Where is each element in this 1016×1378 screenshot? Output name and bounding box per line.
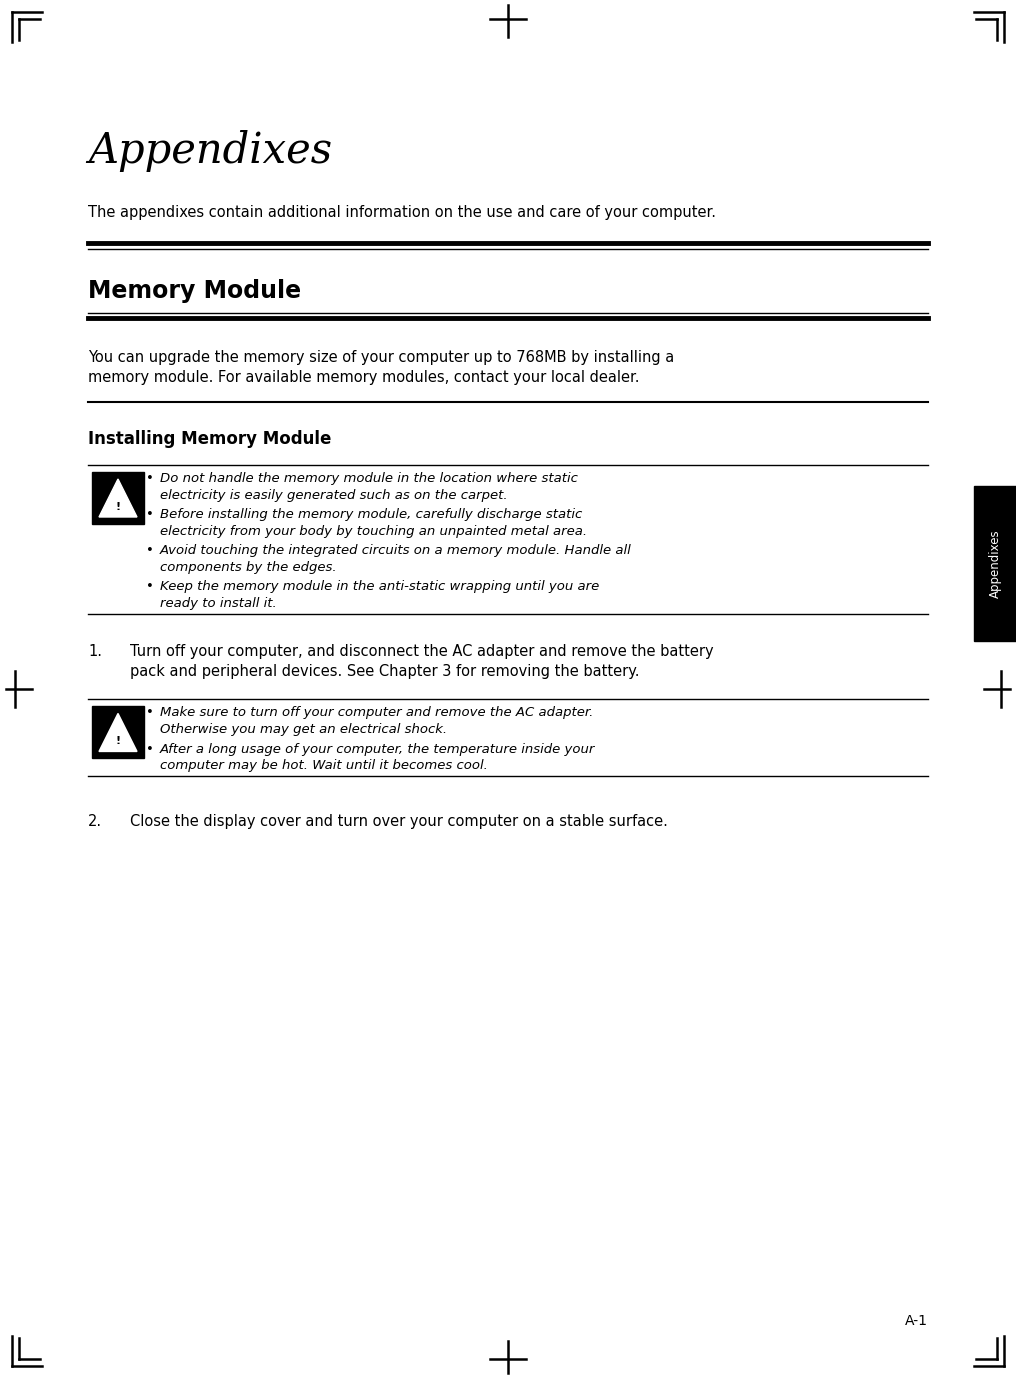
Text: Appendixes: Appendixes bbox=[989, 529, 1002, 598]
Text: !: ! bbox=[116, 502, 121, 511]
Text: •: • bbox=[145, 544, 152, 557]
Text: components by the edges.: components by the edges. bbox=[160, 561, 336, 575]
Text: The appendixes contain additional information on the use and care of your comput: The appendixes contain additional inform… bbox=[88, 205, 716, 220]
Text: After a long usage of your computer, the temperature inside your: After a long usage of your computer, the… bbox=[160, 743, 595, 755]
Text: Avoid touching the integrated circuits on a memory module. Handle all: Avoid touching the integrated circuits o… bbox=[160, 544, 632, 557]
Text: electricity is easily generated such as on the carpet.: electricity is easily generated such as … bbox=[160, 489, 508, 502]
Text: Make sure to turn off your computer and remove the AC adapter.: Make sure to turn off your computer and … bbox=[160, 707, 593, 719]
Text: pack and peripheral devices. See Chapter 3 for removing the battery.: pack and peripheral devices. See Chapter… bbox=[130, 664, 639, 679]
Text: •: • bbox=[145, 580, 152, 594]
Text: Before installing the memory module, carefully discharge static: Before installing the memory module, car… bbox=[160, 508, 582, 521]
Polygon shape bbox=[99, 480, 137, 517]
Polygon shape bbox=[99, 714, 137, 751]
Text: •: • bbox=[145, 743, 152, 755]
Text: Appendixes: Appendixes bbox=[88, 130, 332, 172]
Text: memory module. For available memory modules, contact your local dealer.: memory module. For available memory modu… bbox=[88, 371, 639, 384]
Text: !: ! bbox=[116, 736, 121, 745]
Text: 2.: 2. bbox=[88, 814, 103, 830]
Text: •: • bbox=[145, 707, 152, 719]
Text: Turn off your computer, and disconnect the AC adapter and remove the battery: Turn off your computer, and disconnect t… bbox=[130, 644, 713, 659]
Text: A-1: A-1 bbox=[905, 1315, 928, 1328]
Text: Memory Module: Memory Module bbox=[88, 278, 301, 303]
Text: electricity from your body by touching an unpainted metal area.: electricity from your body by touching a… bbox=[160, 525, 587, 537]
Text: You can upgrade the memory size of your computer up to 768MB by installing a: You can upgrade the memory size of your … bbox=[88, 350, 675, 365]
FancyBboxPatch shape bbox=[974, 486, 1016, 641]
Text: •: • bbox=[145, 508, 152, 521]
Text: ready to install it.: ready to install it. bbox=[160, 597, 276, 610]
Text: Keep the memory module in the anti-static wrapping until you are: Keep the memory module in the anti-stati… bbox=[160, 580, 599, 594]
FancyBboxPatch shape bbox=[92, 473, 144, 524]
Text: Otherwise you may get an electrical shock.: Otherwise you may get an electrical shoc… bbox=[160, 723, 447, 736]
Text: Close the display cover and turn over your computer on a stable surface.: Close the display cover and turn over yo… bbox=[130, 814, 668, 830]
FancyBboxPatch shape bbox=[92, 707, 144, 758]
Text: •: • bbox=[145, 473, 152, 485]
Text: Do not handle the memory module in the location where static: Do not handle the memory module in the l… bbox=[160, 473, 578, 485]
Text: Installing Memory Module: Installing Memory Module bbox=[88, 430, 331, 448]
Text: 1.: 1. bbox=[88, 644, 102, 659]
Text: computer may be hot. Wait until it becomes cool.: computer may be hot. Wait until it becom… bbox=[160, 759, 488, 773]
